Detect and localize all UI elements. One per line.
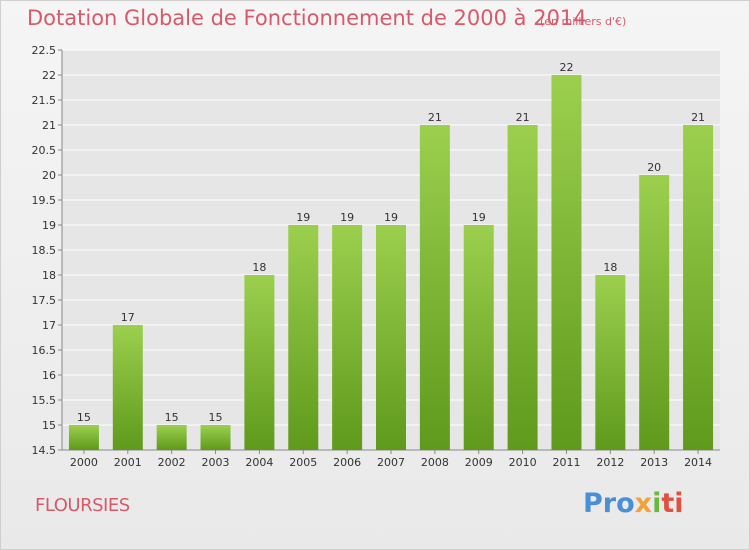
y-tick-label: 15	[42, 419, 56, 432]
x-tick-label: 2005	[289, 456, 317, 469]
y-tick-label: 16.5	[32, 344, 57, 357]
x-tick-label: 2002	[158, 456, 186, 469]
y-tick-label: 21.5	[32, 94, 57, 107]
commune-name: FLOURSIES	[35, 495, 130, 516]
data-label: 19	[472, 211, 486, 224]
bar	[288, 225, 319, 450]
data-label: 21	[516, 111, 530, 124]
y-tick-label: 20	[42, 169, 56, 182]
data-label: 17	[121, 311, 135, 324]
bar	[156, 425, 187, 450]
y-tick-label: 22	[42, 69, 56, 82]
y-tick-label: 14.5	[32, 444, 57, 457]
x-tick-label: 2004	[245, 456, 273, 469]
data-label: 19	[340, 211, 354, 224]
data-label: 19	[296, 211, 310, 224]
y-tick-label: 20.5	[32, 144, 57, 157]
y-tick-label: 19.5	[32, 194, 57, 207]
x-tick-label: 2010	[509, 456, 537, 469]
bar	[551, 75, 582, 450]
data-label: 15	[77, 411, 91, 424]
chart-title: Dotation Globale de Fonctionnement de 20…	[27, 6, 587, 30]
x-tick-label: 2000	[70, 456, 98, 469]
x-tick-label: 2001	[114, 456, 142, 469]
y-tick-label: 16	[42, 369, 56, 382]
y-tick-label: 17	[42, 319, 56, 332]
x-tick-label: 2008	[421, 456, 449, 469]
y-tick-label: 22.5	[32, 44, 57, 57]
x-tick-label: 2006	[333, 456, 361, 469]
bar	[200, 425, 231, 450]
x-tick-label: 2011	[552, 456, 580, 469]
data-label: 20	[647, 161, 661, 174]
data-label: 18	[252, 261, 266, 274]
y-tick-label: 18	[42, 269, 56, 282]
x-tick-label: 2013	[640, 456, 668, 469]
bar	[419, 125, 450, 450]
x-tick-label: 2003	[202, 456, 230, 469]
chart-subtitle: (en milliers d'€)	[540, 15, 627, 28]
bar	[244, 275, 275, 450]
data-label: 19	[384, 211, 398, 224]
bar	[332, 225, 363, 450]
data-label: 15	[165, 411, 179, 424]
y-tick-label: 17.5	[32, 294, 57, 307]
bar	[463, 225, 494, 450]
y-tick-label: 19	[42, 219, 56, 232]
bar	[112, 325, 143, 450]
data-label: 21	[428, 111, 442, 124]
bar	[68, 425, 99, 450]
logo-part-1: Pro	[583, 488, 635, 519]
y-tick-label: 15.5	[32, 394, 57, 407]
data-label: 18	[603, 261, 617, 274]
logo-part-2: x	[634, 488, 653, 519]
data-label: 22	[559, 61, 573, 74]
bar	[639, 175, 670, 450]
x-tick-label: 2012	[596, 456, 624, 469]
x-tick-label: 2009	[465, 456, 493, 469]
bar	[376, 225, 406, 450]
logo-part-4: ti	[661, 488, 684, 519]
proxiti-logo[interactable]: Proxiti	[583, 488, 684, 519]
data-label: 21	[691, 111, 705, 124]
y-tick-label: 21	[42, 119, 56, 132]
bar	[507, 125, 538, 450]
x-tick-label: 2014	[684, 456, 712, 469]
y-tick-label: 18.5	[32, 244, 57, 257]
bar	[595, 275, 626, 450]
bar	[683, 125, 714, 450]
logo-part-3: i	[652, 488, 662, 519]
data-label: 15	[209, 411, 223, 424]
x-tick-label: 2007	[377, 456, 405, 469]
